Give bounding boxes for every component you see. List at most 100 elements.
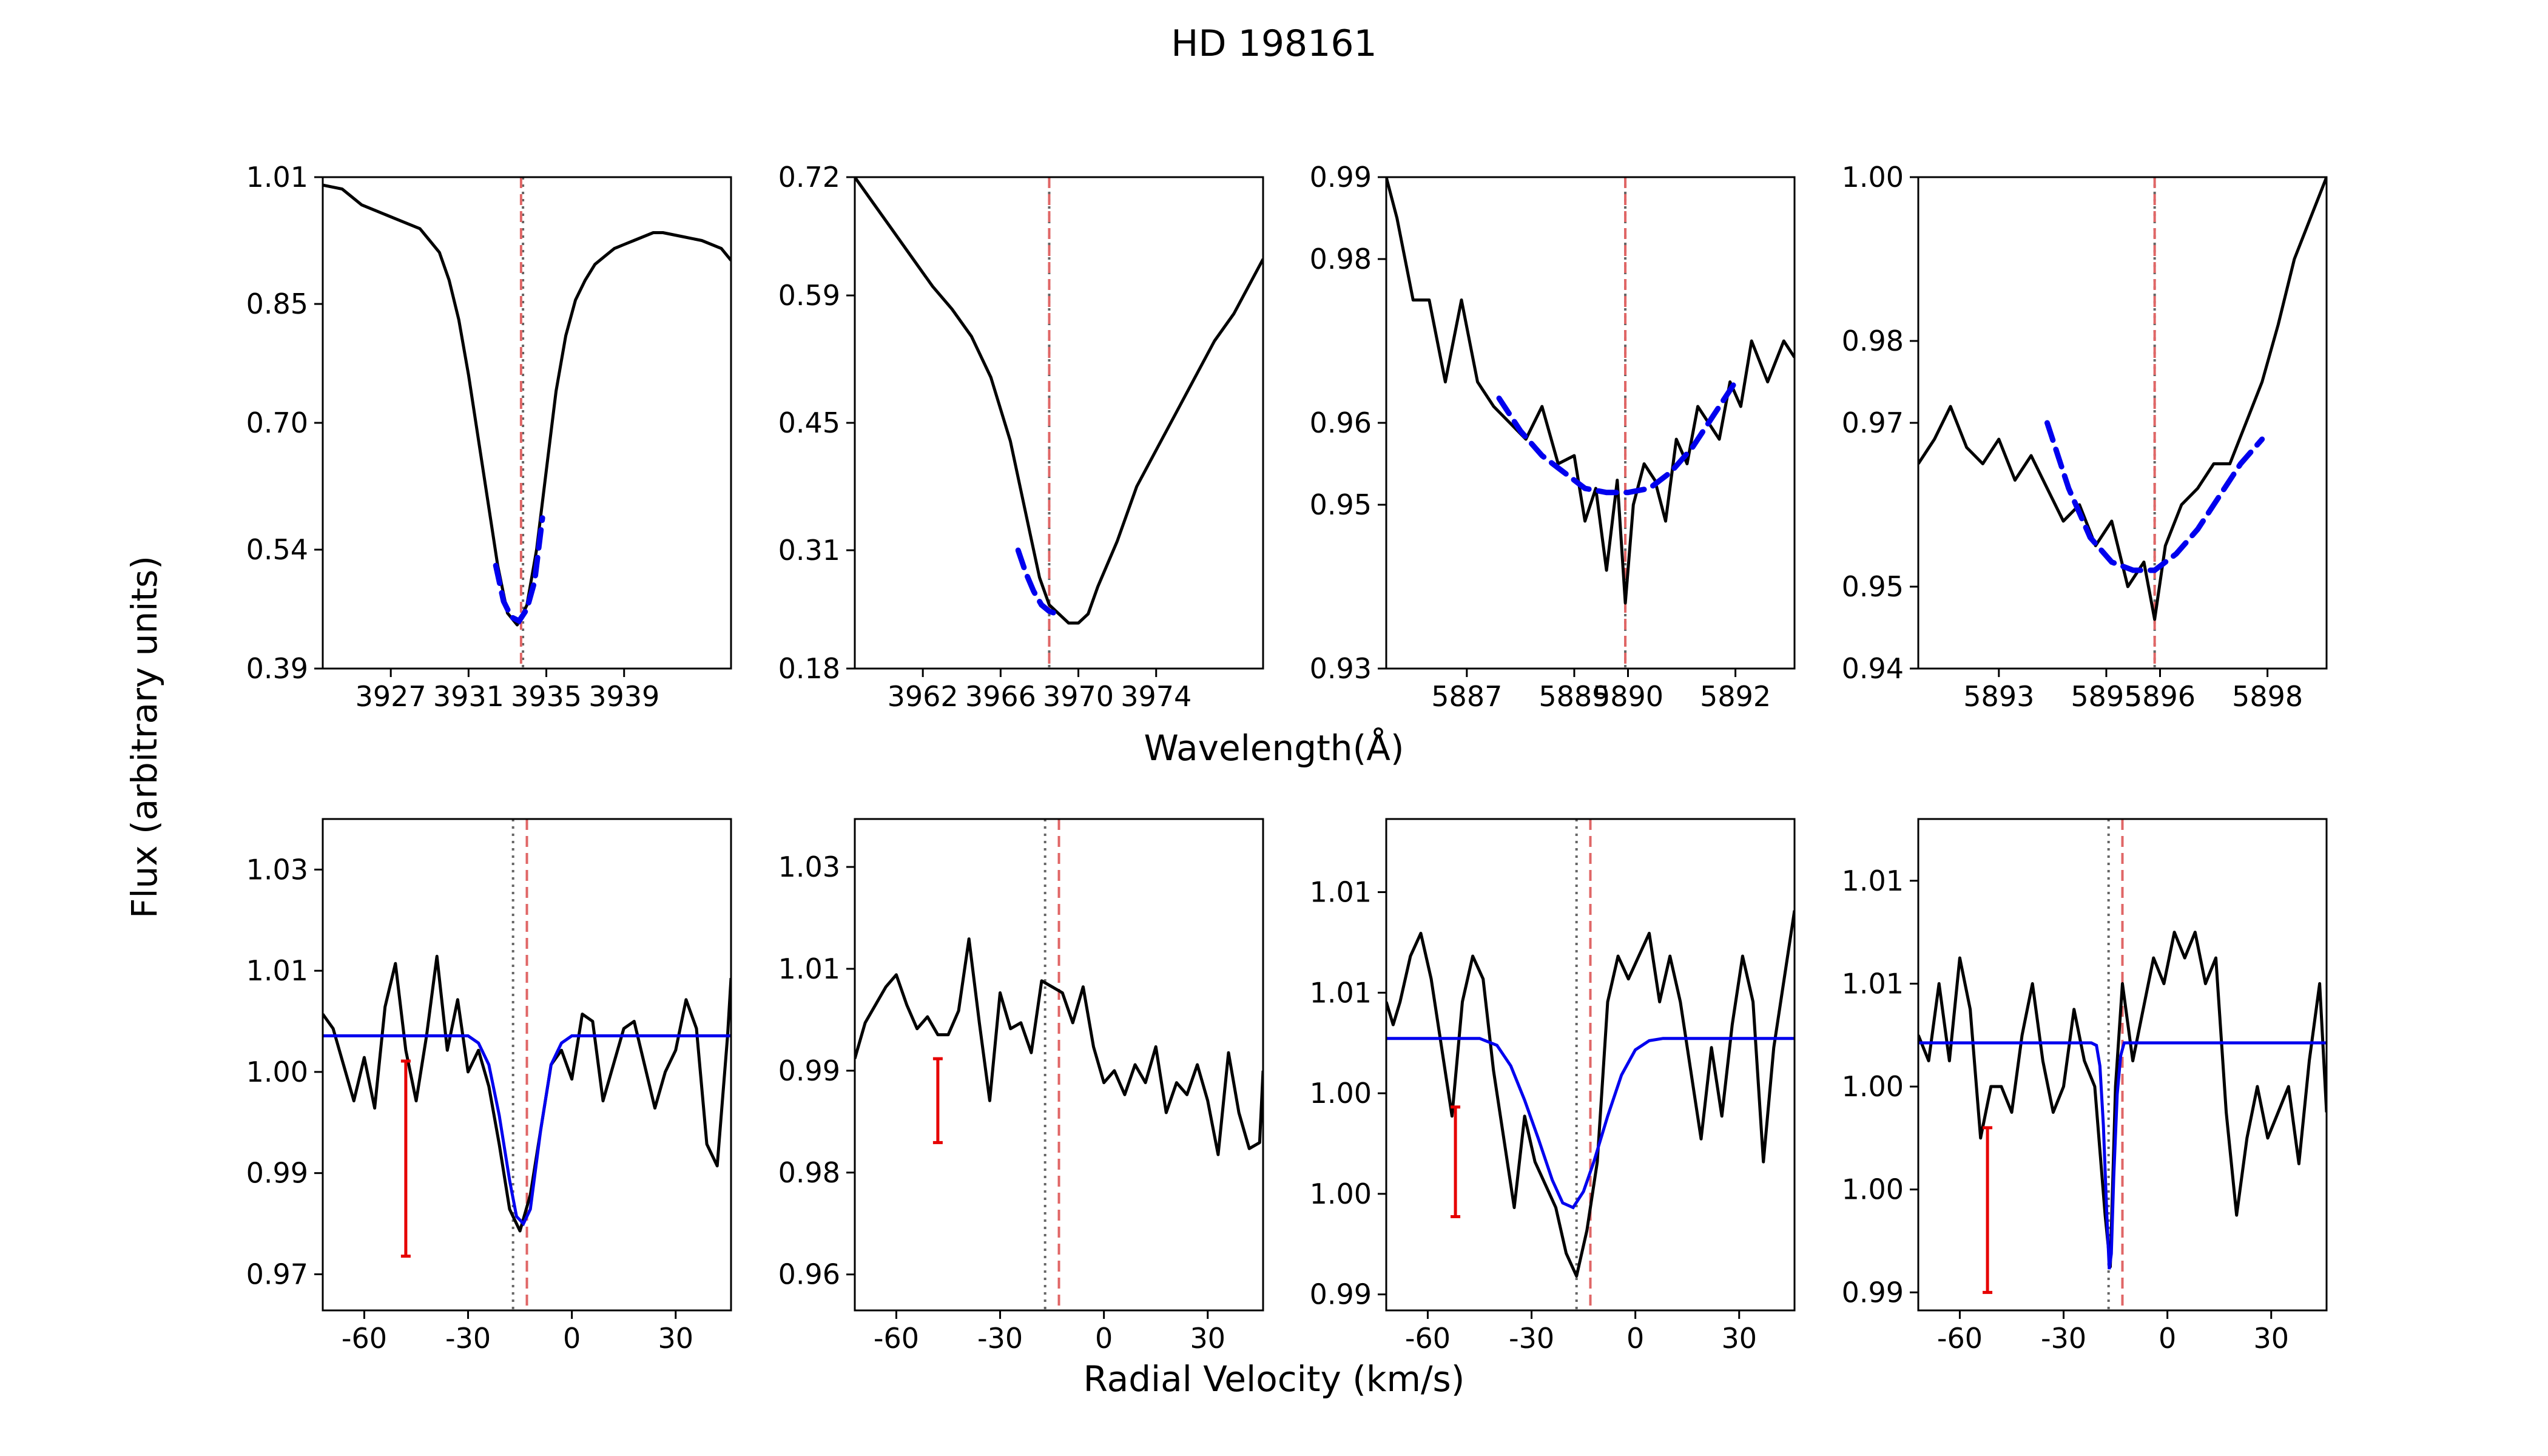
y-tick-label: 0.85 [246, 288, 308, 320]
y-tick-label: 0.45 [778, 406, 840, 439]
panel-frame [1917, 176, 2328, 670]
gaussian-fit-line [1015, 547, 1060, 617]
y-tick-label: 1.01 [246, 161, 308, 194]
x-tick-label: 30 [1190, 1322, 1225, 1355]
y-tick-label: 0.97 [1842, 406, 1904, 439]
x-tick-label: 30 [1721, 1322, 1757, 1355]
y-tick-label: 0.95 [1310, 488, 1372, 521]
plot-area [1386, 819, 1795, 1310]
x-tick-label: 3966 [965, 680, 1036, 713]
y-tick-label: 0.54 [246, 533, 308, 566]
panel-frame [1917, 818, 2328, 1312]
spectrum-line [1386, 177, 1795, 605]
x-tick-label: 5898 [2232, 680, 2303, 713]
x-tick-label: 3962 [888, 680, 959, 713]
panel-frame [1385, 818, 1796, 1312]
x-tick-label: 5892 [1700, 680, 1771, 713]
x-tick-label: 5895 [2071, 680, 2142, 713]
bottom-x-axis-label: Radial Velocity (km/s) [1084, 1358, 1465, 1400]
plot-area [855, 177, 1263, 669]
x-tick-label: 3939 [588, 680, 659, 713]
y-tick-label: 0.96 [1310, 406, 1372, 439]
spectrum-line [1386, 910, 1795, 1278]
y-tick-label: 1.01 [1310, 876, 1372, 909]
x-tick-label: -60 [1405, 1322, 1451, 1355]
y-tick-label: 1.03 [246, 853, 308, 886]
panel-frame [322, 818, 732, 1312]
x-tick-label: 30 [658, 1322, 693, 1355]
x-tick-label: 0 [1095, 1322, 1113, 1355]
y-tick-label: 1.01 [778, 952, 840, 985]
y-tick-label: 0.70 [246, 406, 308, 439]
y-tick-label: 1.01 [1842, 864, 1904, 897]
x-tick-label: 0 [563, 1322, 581, 1355]
x-tick-label: 5893 [1963, 680, 2034, 713]
spectrum-line [1918, 177, 2327, 621]
y-tick-label: 0.98 [778, 1156, 840, 1189]
y-tick-label: 0.99 [246, 1157, 308, 1190]
error-bar [1983, 1126, 1993, 1294]
top-x-axis-label: Wavelength(Å) [1144, 727, 1404, 769]
y-tick-label: 0.59 [778, 279, 840, 312]
x-tick-label: 0 [1626, 1322, 1644, 1355]
fit-line [1386, 1037, 1795, 1210]
y-tick-label: 0.72 [778, 161, 840, 194]
y-axis-label: Flux (arbitrary units) [124, 556, 165, 918]
x-tick-label: 3927 [356, 680, 426, 713]
spectrum-line [323, 954, 731, 1233]
plot-area [323, 819, 731, 1310]
x-tick-label: 3974 [1121, 680, 1191, 713]
x-tick-label: 5889 [1539, 680, 1609, 713]
plot-area [1918, 819, 2327, 1310]
spectrum-line [1918, 931, 2327, 1269]
x-tick-label: 5887 [1431, 680, 1502, 713]
panel-ca-h-vel: -60 -30 0 30 0.96 0.98 0.99 1.01 1.03 [778, 818, 1264, 1355]
error-bar [932, 1057, 943, 1144]
spectrum-line [855, 937, 1263, 1156]
y-tick-label: 1.01 [1310, 976, 1372, 1009]
panels-group: 3927 3931 3935 3939 0.39 0.54 0.70 0.85 1.01 3962… [246, 161, 2328, 1355]
fit-line [323, 1034, 731, 1227]
x-tick-label: 30 [2253, 1322, 2289, 1355]
x-tick-label: -60 [342, 1322, 387, 1355]
fit-line [1918, 1041, 2327, 1270]
y-tick-label: 1.00 [1310, 1077, 1372, 1110]
gaussian-fit-line [493, 515, 545, 625]
panel-ca-k-wave: 3927 3931 3935 3939 0.39 0.54 0.70 0.85 1.01 [246, 161, 732, 713]
x-tick-label: 5890 [1592, 680, 1663, 713]
panel-ca-h-wave: 3962 3966 3970 3974 0.18 0.31 0.45 0.59 0.72 [778, 161, 1264, 713]
y-tick-label: 0.99 [1842, 1276, 1904, 1309]
gaussian-fit-line [1496, 379, 1739, 496]
x-tick-label: 5896 [2125, 680, 2196, 713]
y-tick-label: 1.00 [246, 1056, 308, 1088]
y-tick-label: 1.00 [1842, 1173, 1904, 1206]
y-tick-label: 0.31 [778, 534, 840, 567]
y-tick-label: 0.39 [246, 652, 308, 685]
panel-frame [854, 176, 1264, 670]
plot-area [1386, 177, 1795, 669]
y-tick-label: 0.99 [778, 1054, 840, 1087]
x-tick-label: -30 [1509, 1322, 1554, 1355]
y-tick-label: 0.93 [1310, 652, 1372, 685]
y-tick-label: 0.99 [1310, 161, 1372, 194]
y-tick-label: 1.00 [1842, 161, 1904, 194]
error-bar [1451, 1105, 1461, 1219]
y-tick-label: 0.98 [1842, 325, 1904, 357]
spectrum-line [855, 177, 1263, 625]
y-tick-label: 0.97 [246, 1258, 308, 1290]
plot-area [323, 177, 731, 669]
y-tick-label: 0.95 [1842, 570, 1904, 603]
panel-frame [1385, 176, 1796, 670]
y-tick-label: 1.00 [1310, 1178, 1372, 1210]
panel-na-d1-vel: -60 -30 0 30 0.99 1.00 1.00 1.01 1.01 [1842, 818, 2328, 1355]
x-tick-label: 3970 [1043, 680, 1114, 713]
y-tick-label: 0.96 [778, 1258, 840, 1291]
x-tick-label: -30 [977, 1322, 1023, 1355]
x-tick-label: 3935 [511, 680, 582, 713]
figure-title: HD 198161 [1171, 22, 1377, 65]
panel-na-d2-vel: -60 -30 0 30 0.99 1.00 1.00 1.01 1.01 [1310, 818, 1796, 1355]
plot-area [855, 819, 1263, 1310]
panel-ca-k-vel: -60 -30 0 30 0.97 0.99 1.00 1.01 1.03 [246, 818, 732, 1355]
y-tick-label: 0.98 [1310, 243, 1372, 275]
